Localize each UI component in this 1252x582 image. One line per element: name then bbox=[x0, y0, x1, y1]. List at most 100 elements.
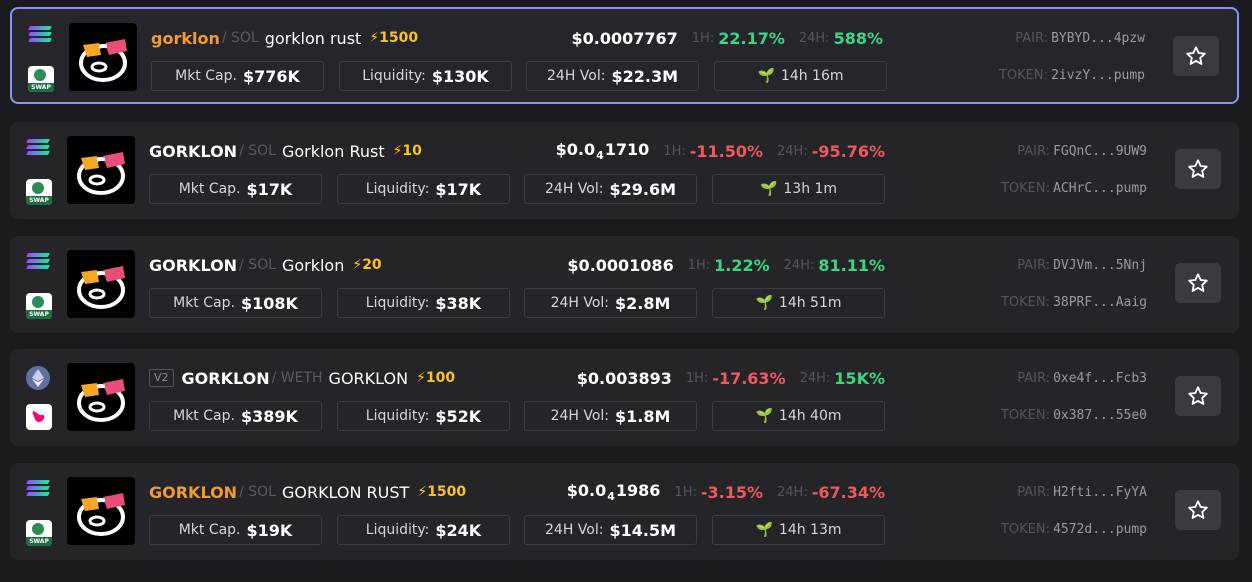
volume-stat: 24H Vol: $29.6M bbox=[524, 174, 697, 204]
sprout-icon: 🌱 bbox=[755, 408, 773, 424]
solana-logo-icon bbox=[26, 253, 50, 273]
liquidity-stat: Liquidity: $38K bbox=[337, 288, 510, 318]
chain-column: SWAP bbox=[26, 253, 52, 319]
token-title[interactable]: V2 GORKLON / WETH GORKLON ⚡100 bbox=[149, 366, 455, 390]
token-name: Gorklon bbox=[281, 255, 345, 275]
market-cap-stat: Mkt Cap. $776K bbox=[151, 61, 324, 91]
h24-label: 24H: bbox=[799, 370, 831, 386]
age-stat: 🌱 14h 16m bbox=[714, 61, 887, 91]
volume-stat: 24H Vol: $14.5M bbox=[524, 515, 697, 545]
age-stat: 🌱 14h 40m bbox=[712, 401, 885, 431]
token-avatar bbox=[67, 477, 135, 545]
sprout-icon: 🌱 bbox=[755, 295, 773, 311]
quote-symbol: / SOL bbox=[221, 30, 259, 46]
h1-label: 1H: bbox=[691, 30, 715, 46]
quote-symbol: / SOL bbox=[239, 484, 276, 500]
h24-change: -95.76% bbox=[811, 141, 885, 161]
liquidity-stat: Liquidity: $17K bbox=[337, 174, 510, 204]
raydium-swap-icon: SWAP bbox=[28, 66, 54, 92]
market-cap-stat: Mkt Cap. $108K bbox=[149, 288, 322, 318]
quote-symbol: / SOL bbox=[239, 257, 276, 273]
token-row[interactable]: SWAP GORKLON / SOL GORKLON RUST ⚡1500 $0… bbox=[10, 463, 1239, 560]
volume-stat: 24H Vol: $22.3M bbox=[526, 61, 699, 91]
solana-logo-icon bbox=[28, 26, 52, 46]
token-avatar bbox=[67, 250, 135, 318]
token-address[interactable]: TOKEN: 0x387...55e0 bbox=[1000, 408, 1147, 423]
token-address[interactable]: TOKEN: 4572d...pump bbox=[1000, 522, 1147, 537]
version-badge: V2 bbox=[149, 369, 174, 387]
volume-stat: 24H Vol: $1.8M bbox=[524, 401, 697, 431]
token-row-selected[interactable]: SWAP gorklon / SOL gorklon rust ⚡1500 $0… bbox=[10, 7, 1239, 104]
pair-address[interactable]: PAIR: H2fti...FyYA bbox=[1017, 485, 1147, 500]
price-row: $0.003893 1H: -17.63% 24H: 15K% bbox=[577, 366, 885, 390]
token-symbol: gorklon bbox=[151, 28, 220, 48]
liquidity-stat: Liquidity: $52K bbox=[337, 401, 510, 431]
token-avatar bbox=[67, 136, 135, 204]
sprout-icon: 🌱 bbox=[755, 522, 773, 538]
token-price: $0.0001086 bbox=[567, 255, 674, 275]
star-icon bbox=[1188, 386, 1208, 405]
pair-address[interactable]: PAIR: BYBYD...4pzw bbox=[1015, 31, 1145, 46]
chain-column: SWAP bbox=[26, 480, 52, 546]
h24-change: -67.34% bbox=[811, 482, 885, 502]
token-title[interactable]: GORKLON / SOL GORKLON RUST ⚡1500 bbox=[149, 480, 466, 504]
boost-badge: ⚡1500 bbox=[369, 30, 419, 46]
chain-column: SWAP bbox=[26, 139, 52, 205]
token-row[interactable]: SWAP GORKLON / SOL Gorklon Rust ⚡10 $0.0… bbox=[10, 122, 1239, 219]
token-name: GORKLON bbox=[328, 368, 409, 388]
pair-address[interactable]: PAIR: FGQnC...9UW9 bbox=[1017, 144, 1147, 159]
volume-stat: 24H Vol: $2.8M bbox=[524, 288, 697, 318]
age-stat: 🌱 14h 51m bbox=[712, 288, 885, 318]
token-row[interactable]: V2 GORKLON / WETH GORKLON ⚡100 $0.003893… bbox=[10, 349, 1239, 446]
favorite-star-button[interactable] bbox=[1175, 376, 1221, 416]
liquidity-stat: Liquidity: $24K bbox=[337, 515, 510, 545]
token-address[interactable]: TOKEN: ACHrC...pump bbox=[1000, 181, 1147, 196]
pair-address[interactable]: PAIR: 0xe4f...Fcb3 bbox=[1017, 371, 1147, 386]
solana-logo-icon bbox=[26, 480, 50, 500]
star-icon bbox=[1188, 159, 1208, 178]
favorite-star-button[interactable] bbox=[1173, 36, 1219, 76]
star-icon bbox=[1188, 273, 1208, 292]
market-cap-stat: Mkt Cap. $389K bbox=[149, 401, 322, 431]
token-price: $0.041986 bbox=[566, 481, 661, 503]
token-price: $0.041710 bbox=[555, 140, 650, 162]
price-row: $0.0007767 1H: 22.17% 24H: 588% bbox=[572, 26, 884, 50]
h24-label: 24H: bbox=[798, 30, 830, 46]
h1-change: -11.50% bbox=[689, 141, 764, 161]
h1-change: -17.63% bbox=[712, 368, 786, 388]
token-title[interactable]: GORKLON / SOL Gorklon ⚡20 bbox=[149, 253, 382, 277]
h1-label: 1H: bbox=[687, 257, 711, 273]
token-row[interactable]: SWAP GORKLON / SOL Gorklon ⚡20 $0.000108… bbox=[10, 236, 1239, 333]
h24-change: 588% bbox=[833, 28, 883, 48]
boost-badge: ⚡10 bbox=[392, 143, 422, 159]
favorite-star-button[interactable] bbox=[1175, 149, 1221, 189]
token-address[interactable]: TOKEN: 38PRF...Aaig bbox=[1000, 295, 1147, 310]
star-icon bbox=[1188, 500, 1208, 519]
favorite-star-button[interactable] bbox=[1175, 490, 1221, 530]
chain-column: SWAP bbox=[28, 26, 54, 92]
token-price: $0.0007767 bbox=[571, 28, 678, 48]
token-symbol: GORKLON bbox=[181, 368, 270, 388]
h1-change: 1.22% bbox=[714, 255, 770, 275]
h24-label: 24H: bbox=[777, 143, 808, 159]
token-price: $0.003893 bbox=[576, 368, 672, 388]
token-avatar bbox=[69, 23, 137, 91]
chain-column bbox=[26, 366, 52, 430]
h24-label: 24H: bbox=[777, 484, 808, 500]
favorite-star-button[interactable] bbox=[1175, 263, 1221, 303]
token-address[interactable]: TOKEN: 2ivzY...pump bbox=[998, 68, 1145, 83]
boost-badge: ⚡20 bbox=[352, 257, 382, 273]
token-title[interactable]: gorklon / SOL gorklon rust ⚡1500 bbox=[151, 26, 418, 50]
age-stat: 🌱 13h 1m bbox=[712, 174, 885, 204]
token-symbol: GORKLON bbox=[149, 141, 238, 161]
token-title[interactable]: GORKLON / SOL Gorklon Rust ⚡10 bbox=[149, 139, 422, 163]
boost-badge: ⚡100 bbox=[416, 370, 456, 386]
token-name: Gorklon Rust bbox=[281, 141, 385, 161]
quote-symbol: / WETH bbox=[271, 370, 323, 386]
market-cap-stat: Mkt Cap. $17K bbox=[149, 174, 322, 204]
token-name: GORKLON RUST bbox=[281, 482, 410, 502]
token-name: gorklon rust bbox=[264, 28, 362, 48]
star-icon bbox=[1186, 46, 1206, 65]
price-row: $0.041710 1H: -11.50% 24H: -95.76% bbox=[556, 139, 885, 163]
pair-address[interactable]: PAIR: DVJVm...5Nnj bbox=[1017, 258, 1147, 273]
